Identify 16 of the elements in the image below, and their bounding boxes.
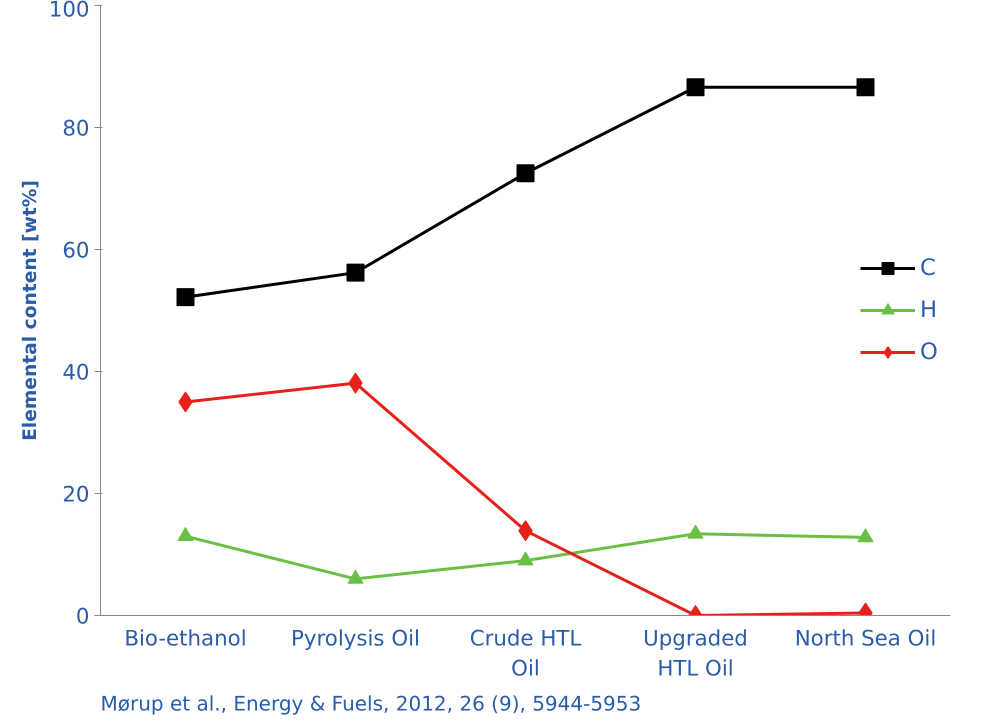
y-tick-label: 20 [62, 482, 90, 508]
y-tick-label: 60 [62, 238, 90, 264]
text: Mørup et al., Energy & Fuels, 2012, 26 (9), 5944-5953 [100, 692, 642, 716]
legend-label: O [920, 339, 939, 365]
x-tick-label: North Sea Oil [794, 626, 936, 652]
x-tick-label: Upgraded HTL Oil [643, 626, 748, 682]
x-tick-label: Bio-ethanol [124, 626, 247, 652]
x-tick-label: Pyrolysis Oil [291, 626, 420, 652]
legend-label: H [920, 297, 938, 323]
y-tick-label: 100 [48, 0, 90, 22]
y-tick-label: 40 [62, 360, 90, 386]
y-tick-label: 80 [62, 116, 90, 142]
y-axis-title: Elemental content [wt%] [20, 180, 41, 441]
legend-label: C [920, 255, 937, 281]
y-tick-label: 0 [76, 604, 90, 630]
x-tick-label: Crude HTL Oil [470, 626, 582, 682]
